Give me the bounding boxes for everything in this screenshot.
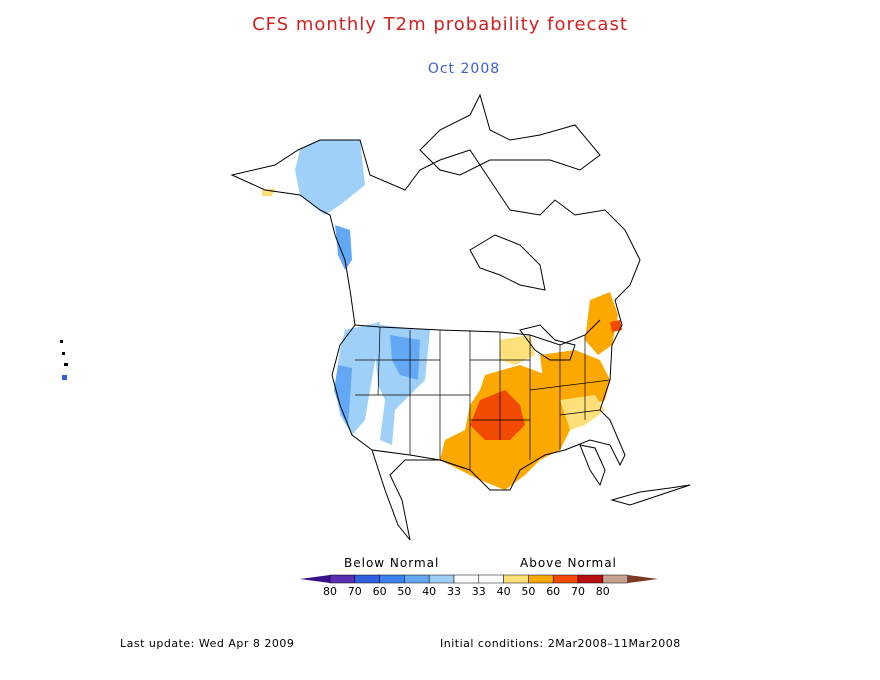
- legend-tick-label: 70: [348, 585, 362, 598]
- alaska-panhandle-blue: [335, 225, 352, 270]
- state-lines-west: [355, 326, 471, 470]
- legend-swatch: [552, 574, 579, 584]
- coastlines: [230, 93, 691, 541]
- hudson-bay: [469, 234, 546, 291]
- hawaii-island-a: [60, 340, 63, 343]
- legend-swatch: [528, 574, 554, 584]
- legend-left-arrow: [300, 575, 330, 583]
- east-orange: [540, 350, 610, 430]
- hawaii-island-b: [62, 352, 65, 355]
- legend-tick-label: 40: [422, 585, 436, 598]
- us-canada-border: [354, 319, 601, 346]
- legend-swatch: [577, 574, 604, 584]
- alaska-blue-area: [295, 140, 365, 215]
- legend-tick-label: 33: [472, 585, 486, 598]
- oklahoma-red: [470, 390, 525, 440]
- legend-swatch: [428, 574, 455, 584]
- legend-swatch: [354, 574, 380, 584]
- legend-tick-label: 40: [497, 585, 511, 598]
- below-normal-label: Below Normal: [344, 556, 440, 570]
- hawaii-island-d: [62, 375, 67, 380]
- us-mexico-border: [371, 449, 471, 471]
- last-update-text: Last update: Wed Apr 8 2009: [120, 637, 295, 650]
- north-america-outline: [230, 139, 641, 541]
- legend-swatch: [379, 574, 405, 584]
- state-borders: [355, 326, 611, 470]
- legend-swatch: [453, 574, 480, 584]
- above-normal-areas: [262, 188, 622, 490]
- legend-tick-label: 70: [571, 585, 585, 598]
- legend-tick-label: 80: [596, 585, 610, 598]
- arctic-islands: [419, 93, 601, 176]
- florida: [579, 444, 606, 487]
- legend-tick-label: 60: [373, 585, 387, 598]
- hawaii-island-c: [64, 363, 68, 366]
- legend-swatch: [329, 574, 356, 584]
- montana-blue: [390, 335, 420, 380]
- chart-subtitle: Oct 2008: [427, 61, 501, 77]
- legend-swatch: [478, 574, 504, 584]
- chart-title: CFS monthly T2m probability forecast: [252, 14, 628, 35]
- midwest-light-yellow: [500, 335, 535, 365]
- legend-right-arrow: [628, 575, 658, 583]
- legend-swatch: [602, 574, 628, 584]
- state-lines-central: [470, 332, 531, 460]
- maine-red: [610, 320, 622, 332]
- legend-colorbar: 80 70 60 50 40 33 33 40 50 60 70 80: [300, 574, 658, 598]
- legend-tick-label: 60: [546, 585, 560, 598]
- below-normal-areas: [295, 140, 430, 445]
- above-normal-label: Above Normal: [520, 556, 617, 570]
- legend-swatch: [503, 574, 529, 584]
- legend-tick-label: 33: [447, 585, 461, 598]
- legend-tick-label: 80: [323, 585, 337, 598]
- hawaii-islands: [60, 340, 68, 380]
- legend-swatch: [404, 574, 430, 584]
- state-lines-east: [529, 335, 611, 450]
- legend-tick-label: 50: [397, 585, 411, 598]
- cuba: [610, 484, 691, 506]
- new-england-orange: [585, 292, 618, 355]
- pacific-coast-deeper-blue: [334, 365, 352, 425]
- initial-conditions-text: Initial conditions: 2Mar2008–11Mar2008: [440, 637, 681, 650]
- great-lakes: [519, 324, 576, 361]
- legend-tick-label: 50: [521, 585, 535, 598]
